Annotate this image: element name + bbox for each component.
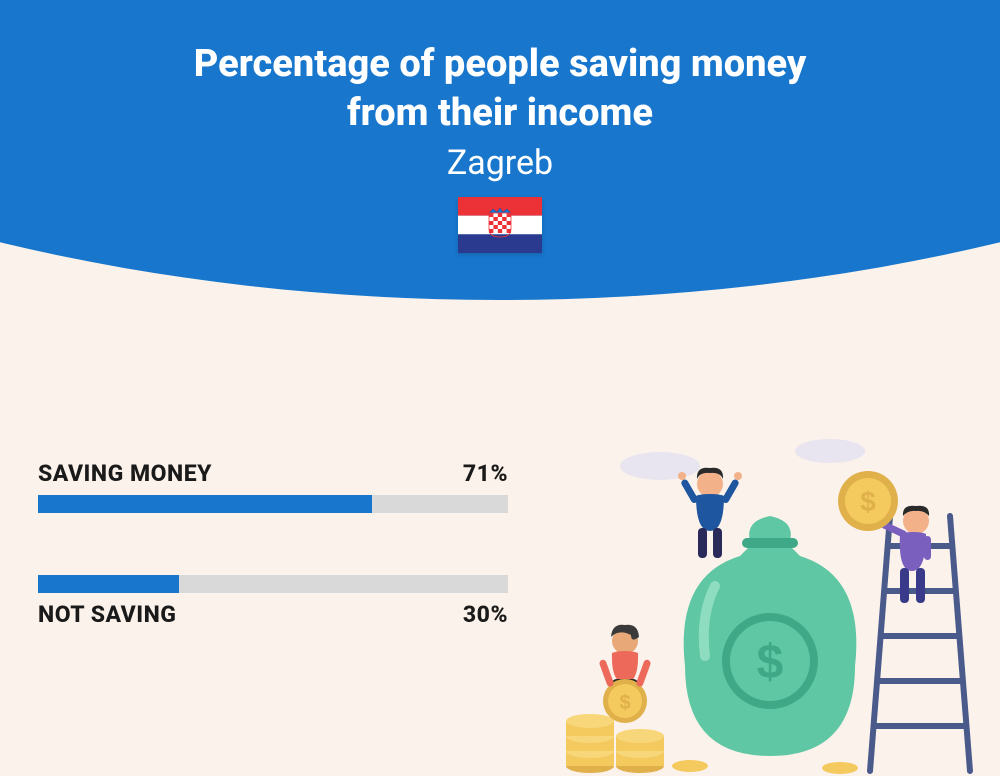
bar-value: 71%: [463, 460, 508, 487]
croatia-flag-icon: [458, 197, 542, 253]
bar-label: SAVING MONEY: [38, 460, 212, 487]
bar-track: [38, 495, 508, 513]
title-line-1: Percentage of people saving money: [0, 40, 1000, 89]
bar-fill: [38, 575, 179, 593]
bar-saving: SAVING MONEY 71%: [38, 460, 508, 513]
bar-not-saving: NOT SAVING 30%: [38, 575, 508, 628]
title-line-2: from their income: [0, 89, 1000, 138]
city-name: Zagreb: [0, 143, 1000, 183]
chart-area: SAVING MONEY 71% NOT SAVING 30%: [38, 460, 508, 690]
bar-fill: [38, 495, 372, 513]
header-content: Percentage of people saving money from t…: [0, 40, 1000, 253]
bar-value: 30%: [463, 601, 508, 628]
svg-text:$: $: [619, 692, 630, 714]
svg-text:$: $: [860, 486, 876, 517]
bar-label-row: NOT SAVING 30%: [38, 601, 508, 628]
savings-illustration-icon: $ $: [560, 436, 990, 776]
bar-label-row: SAVING MONEY 71%: [38, 460, 508, 487]
bar-track: [38, 575, 508, 593]
bar-label: NOT SAVING: [38, 601, 176, 628]
svg-text:$: $: [757, 636, 784, 689]
